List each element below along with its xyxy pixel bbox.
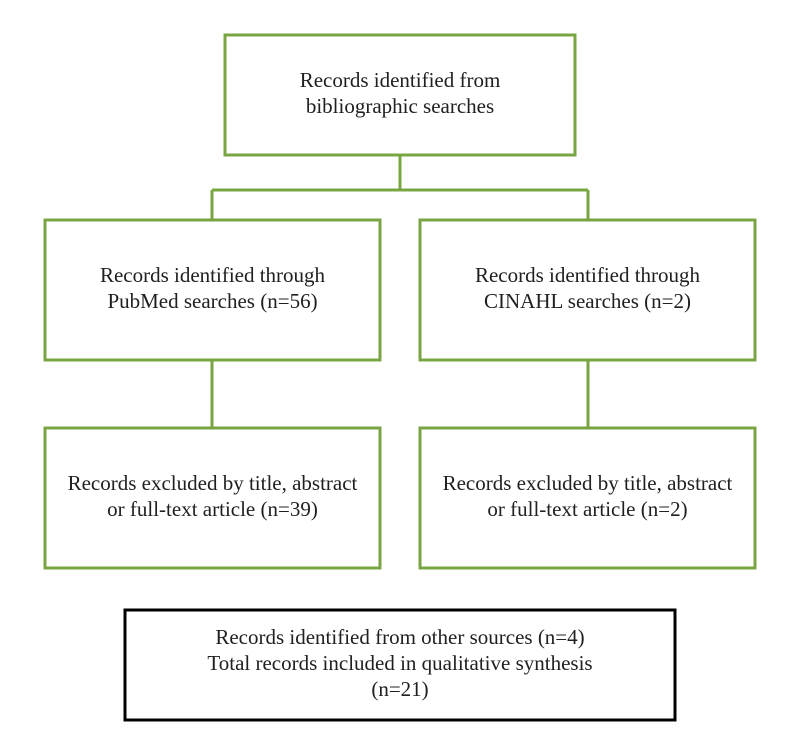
flow-node-text: Records identified from — [300, 68, 501, 92]
flow-node-n4: Records excluded by title, abstractor fu… — [45, 428, 380, 568]
flow-node-text: PubMed searches (n=56) — [107, 289, 317, 313]
flow-node-text: Records identified through — [475, 263, 701, 287]
flow-node-n2: Records identified throughPubMed searche… — [45, 220, 380, 360]
flow-node-text: or full-text article (n=39) — [107, 497, 318, 521]
flow-node-text: (n=21) — [371, 677, 428, 701]
flow-node-text: or full-text article (n=2) — [487, 497, 687, 521]
flowchart-canvas: Records identified frombibliographic sea… — [0, 0, 800, 753]
flow-node-n5: Records excluded by title, abstractor fu… — [420, 428, 755, 568]
flow-node-n1: Records identified frombibliographic sea… — [225, 35, 575, 155]
flow-node-n6: Records identified from other sources (n… — [125, 610, 675, 720]
flow-node-text: bibliographic searches — [306, 94, 494, 118]
flow-node-text: Records identified from other sources (n… — [215, 625, 584, 649]
flow-node-text: Records excluded by title, abstract — [443, 471, 733, 495]
flow-node-n3: Records identified throughCINAHL searche… — [420, 220, 755, 360]
flow-node-text: CINAHL searches (n=2) — [484, 289, 691, 313]
flow-node-text: Records excluded by title, abstract — [68, 471, 358, 495]
flow-node-text: Total records included in qualitative sy… — [207, 651, 592, 675]
flow-node-text: Records identified through — [100, 263, 326, 287]
